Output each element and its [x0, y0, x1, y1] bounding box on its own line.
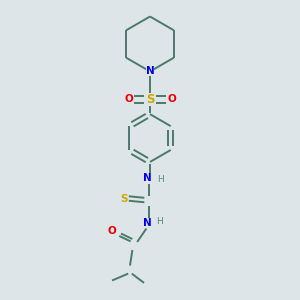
Text: S: S: [120, 194, 128, 204]
Text: S: S: [146, 93, 154, 106]
Text: N: N: [146, 67, 154, 76]
Text: O: O: [124, 94, 133, 104]
Text: N: N: [143, 173, 152, 183]
Text: O: O: [108, 226, 116, 236]
Text: O: O: [167, 94, 176, 104]
Text: H: H: [156, 217, 163, 226]
Text: H: H: [157, 175, 164, 184]
Text: N: N: [142, 218, 152, 228]
